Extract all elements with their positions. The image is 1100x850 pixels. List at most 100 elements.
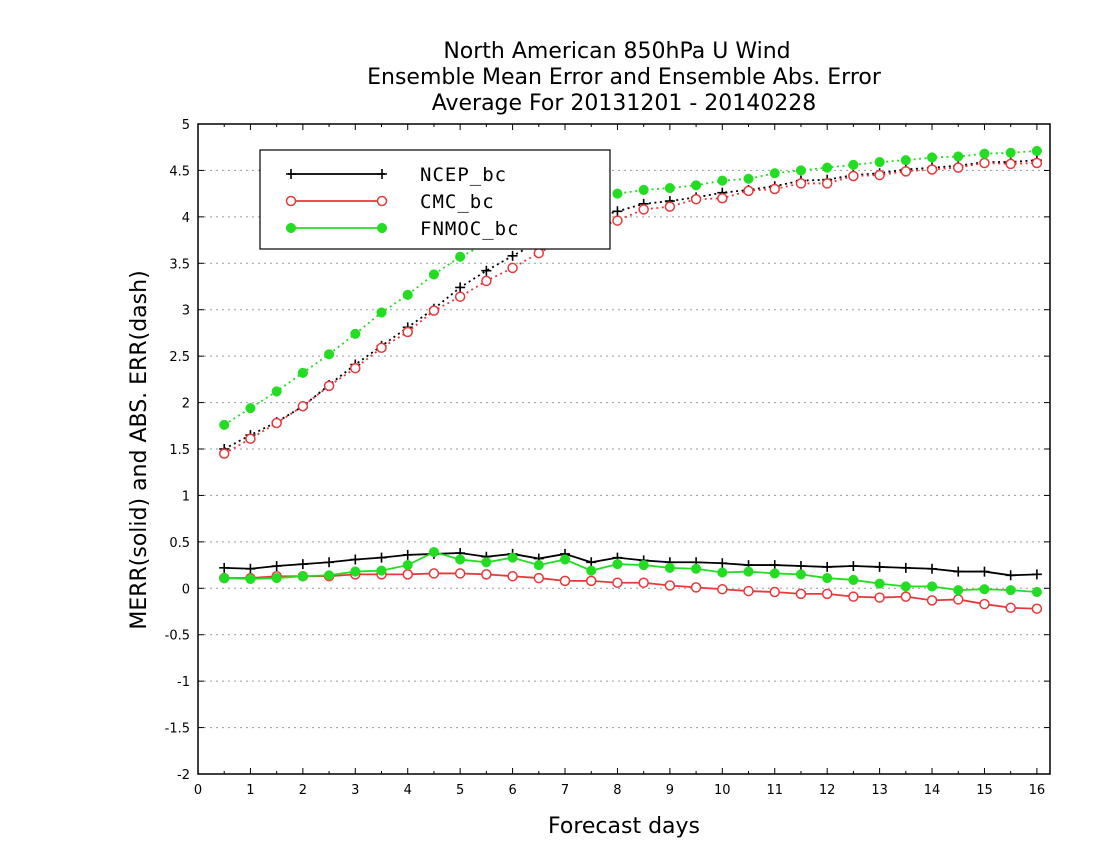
merr-point-FNMOC_bc <box>428 547 439 558</box>
y-tick-label-5: 0.5 <box>169 536 190 551</box>
x-tick-label-0: 0 <box>194 783 202 798</box>
merr-point-FNMOC_bc <box>953 585 964 596</box>
merr-point-NCEP_bc <box>822 561 833 572</box>
abs-err-point-CMC_bc <box>376 342 387 354</box>
abs-err-point-CMC_bc <box>743 185 754 197</box>
y-tick-label-10: 3 <box>182 304 190 319</box>
legend-marker-CMC_bc <box>285 195 297 207</box>
abs-err-point-CMC_bc <box>454 291 466 302</box>
merr-point-FNMOC_bc <box>586 565 597 576</box>
merr-point-FNMOC_bc <box>481 557 492 568</box>
merr-point-CMC_bc <box>769 586 780 598</box>
merr-point-NCEP_bc <box>350 554 361 565</box>
merr-point-NCEP_bc <box>979 566 990 577</box>
abs-err-point-FNMOC_bc <box>612 188 623 199</box>
abs-err-point-CMC_bc <box>900 166 912 177</box>
abs-err-point-NCEP_bc <box>612 206 623 217</box>
merr-point-FNMOC_bc <box>874 578 885 589</box>
y-tick-label-3: -0.5 <box>165 629 190 644</box>
merr-point-FNMOC_bc <box>559 554 571 565</box>
x-tick-label-10: 10 <box>714 783 731 798</box>
merr-point-FNMOC_bc <box>795 569 807 580</box>
abs-err-point-CMC_bc <box>638 204 649 215</box>
merr-point-FNMOC_bc <box>822 573 833 584</box>
merr-line-FNMOC_bc <box>224 551 1037 593</box>
x-tick-label-14: 14 <box>924 783 941 798</box>
legend-label-FNMOC_bc: FNMOC_bc <box>420 218 520 240</box>
merr-point-CMC_bc <box>507 570 518 582</box>
merr-point-FNMOC_bc <box>900 581 911 592</box>
y-tick-label-2: -1 <box>177 675 190 690</box>
merr-point-FNMOC_bc <box>271 573 282 584</box>
abs-err-point-CMC_bc <box>428 305 440 316</box>
abs-err-point-NCEP_bc <box>507 250 518 261</box>
merr-point-CMC_bc <box>743 585 754 597</box>
merr-point-NCEP_bc <box>219 562 230 573</box>
merr-point-FNMOC_bc <box>219 573 230 584</box>
merr-point-NCEP_bc <box>1005 570 1016 581</box>
legend-marker-CMC_bc <box>376 195 388 207</box>
x-tick-label-4: 4 <box>404 783 412 798</box>
abs-err-point-CMC_bc <box>1005 158 1016 170</box>
merr-point-FNMOC_bc <box>533 560 544 571</box>
merr-point-NCEP_bc <box>245 563 256 574</box>
merr-point-FNMOC_bc <box>376 565 387 576</box>
merr-point-NCEP_bc <box>848 561 859 571</box>
merr-point-FNMOC_bc <box>1005 585 1016 596</box>
abs-err-point-CMC_bc <box>297 401 309 412</box>
merr-point-CMC_bc <box>1031 603 1043 614</box>
series-layer <box>218 145 1043 614</box>
abs-err-point-CMC_bc <box>402 326 413 338</box>
merr-point-FNMOC_bc <box>979 584 990 595</box>
merr-point-CMC_bc <box>481 569 492 580</box>
merr-point-NCEP_bc <box>953 566 964 577</box>
merr-point-NCEP_bc <box>1031 569 1042 580</box>
x-tick-label-16: 16 <box>1029 783 1046 798</box>
abs-err-point-FNMOC_bc <box>664 183 675 194</box>
abs-err-point-FNMOC_bc <box>953 151 964 162</box>
legend: NCEP_bc CMC_bc FNMOC_bc <box>259 149 611 250</box>
merr-point-NCEP_bc <box>927 563 938 574</box>
y-tick-label-6: 1 <box>182 489 190 504</box>
merr-point-CMC_bc <box>585 575 597 587</box>
abs-err-point-FNMOC_bc <box>848 159 859 170</box>
abs-err-point-FNMOC_bc <box>874 157 885 168</box>
merr-point-CMC_bc <box>1005 602 1016 614</box>
merr-point-FNMOC_bc <box>769 568 780 579</box>
merr-point-NCEP_bc <box>297 559 308 570</box>
abs-err-point-FNMOC_bc <box>926 152 938 163</box>
merr-point-CMC_bc <box>664 580 676 591</box>
abs-err-point-NCEP_bc <box>481 265 492 276</box>
abs-err-point-CMC_bc <box>507 262 518 274</box>
merr-point-FNMOC_bc <box>638 560 649 571</box>
abs-err-point-FNMOC_bc <box>795 165 807 176</box>
x-tick-label-3: 3 <box>351 783 359 798</box>
merr-point-FNMOC_bc <box>691 563 702 574</box>
merr-line-CMC_bc <box>224 572 1037 610</box>
x-tick-label-15: 15 <box>976 783 993 798</box>
x-tick-label-6: 6 <box>508 783 516 798</box>
abs-err-point-FNMOC_bc <box>376 307 387 318</box>
abs-err-point-NCEP_bc <box>455 282 466 293</box>
merr-point-FNMOC_bc <box>717 567 728 578</box>
x-tick-label-2: 2 <box>299 783 307 798</box>
merr-point-NCEP_bc <box>271 561 282 571</box>
x-tick-label-8: 8 <box>613 783 621 798</box>
merr-point-CMC_bc <box>848 591 859 602</box>
title-line-3: Average For 20131201 - 20140228 <box>432 91 817 116</box>
abs-err-point-CMC_bc <box>717 193 728 204</box>
merr-point-NCEP_bc <box>376 552 387 563</box>
y-tick-label-9: 2.5 <box>169 350 190 365</box>
y-tick-label-0: -2 <box>177 768 190 783</box>
abs-err-point-FNMOC_bc <box>769 168 780 179</box>
abs-err-point-FNMOC_bc <box>428 269 439 280</box>
merr-point-FNMOC_bc <box>926 581 938 592</box>
abs-err-point-FNMOC_bc <box>350 328 361 339</box>
legend-label-NCEP_bc: NCEP_bc <box>420 164 507 186</box>
legend-marker-NCEP_bc <box>286 169 296 179</box>
merr-point-NCEP_bc <box>900 562 911 573</box>
y-tick-label-11: 3.5 <box>169 257 190 272</box>
merr-point-CMC_bc <box>795 588 807 600</box>
abs-err-point-CMC_bc <box>350 362 361 374</box>
abs-err-point-FNMOC_bc <box>1031 145 1042 156</box>
